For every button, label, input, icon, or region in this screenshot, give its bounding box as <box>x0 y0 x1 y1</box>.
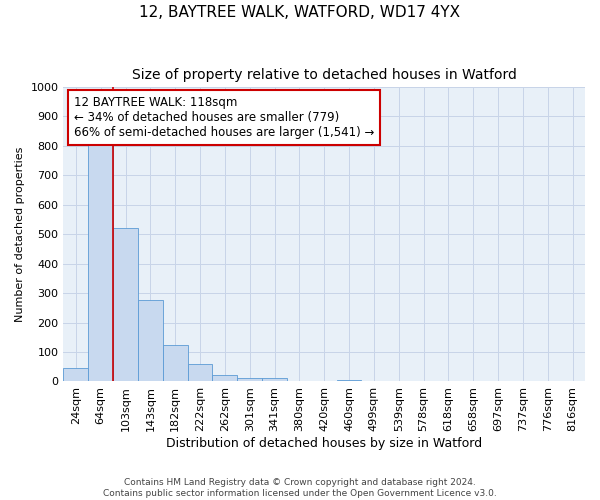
Bar <box>337 380 361 382</box>
Bar <box>212 375 237 382</box>
Text: 12, BAYTREE WALK, WATFORD, WD17 4YX: 12, BAYTREE WALK, WATFORD, WD17 4YX <box>139 5 461 20</box>
Bar <box>237 378 262 382</box>
Bar <box>163 344 188 382</box>
Y-axis label: Number of detached properties: Number of detached properties <box>15 146 25 322</box>
Bar <box>64 368 88 382</box>
X-axis label: Distribution of detached houses by size in Watford: Distribution of detached houses by size … <box>166 437 482 450</box>
Bar <box>188 364 212 382</box>
Title: Size of property relative to detached houses in Watford: Size of property relative to detached ho… <box>132 68 517 82</box>
Bar <box>88 143 113 382</box>
Bar <box>138 300 163 382</box>
Bar <box>113 228 138 382</box>
Text: Contains HM Land Registry data © Crown copyright and database right 2024.
Contai: Contains HM Land Registry data © Crown c… <box>103 478 497 498</box>
Text: 12 BAYTREE WALK: 118sqm
← 34% of detached houses are smaller (779)
66% of semi-d: 12 BAYTREE WALK: 118sqm ← 34% of detache… <box>74 96 374 138</box>
Bar <box>262 378 287 382</box>
